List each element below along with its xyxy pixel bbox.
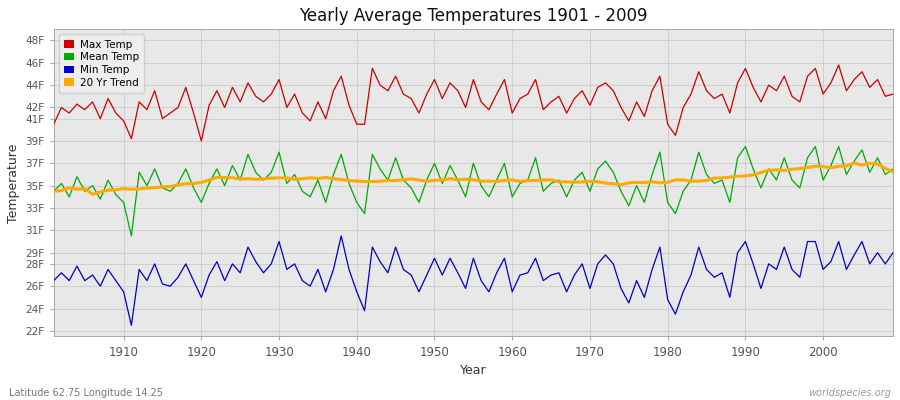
Text: worldspecies.org: worldspecies.org <box>808 388 891 398</box>
Text: Latitude 62.75 Longitude 14.25: Latitude 62.75 Longitude 14.25 <box>9 388 163 398</box>
X-axis label: Year: Year <box>460 364 487 377</box>
Title: Yearly Average Temperatures 1901 - 2009: Yearly Average Temperatures 1901 - 2009 <box>299 7 648 25</box>
Legend: Max Temp, Mean Temp, Min Temp, 20 Yr Trend: Max Temp, Mean Temp, Min Temp, 20 Yr Tre… <box>58 34 144 93</box>
Y-axis label: Temperature: Temperature <box>7 143 20 222</box>
